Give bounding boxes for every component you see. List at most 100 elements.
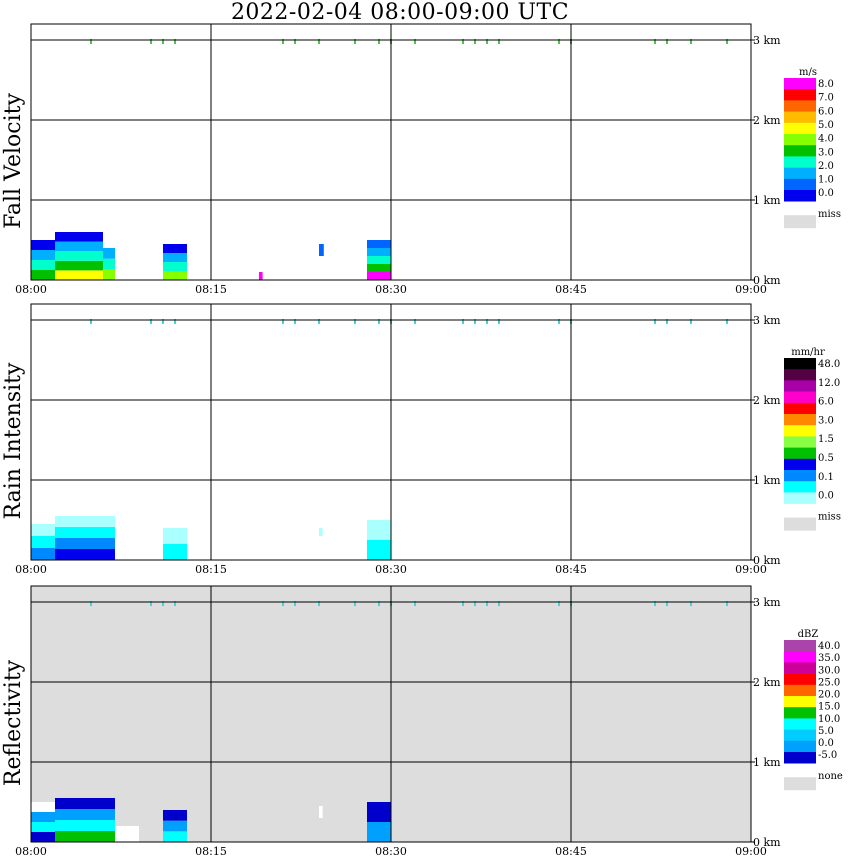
cloud-top-mark <box>90 39 92 44</box>
colorbar-cell <box>784 707 816 719</box>
colorbar-cell <box>784 100 816 112</box>
time-tick-label: 08:45 <box>555 563 587 576</box>
cloud-top-mark <box>354 601 356 606</box>
echo-cell <box>367 540 391 560</box>
cloud-top-mark <box>294 601 296 606</box>
colorbar-cell <box>784 134 816 146</box>
colorbar-cell <box>784 78 816 90</box>
echo-cell <box>55 831 115 842</box>
colorbar-label: 6.0 <box>818 106 834 117</box>
colorbar-cell <box>784 696 816 708</box>
colorbar-label: 20.0 <box>818 690 840 701</box>
time-tick-label: 08:45 <box>555 283 587 296</box>
cloud-top-mark <box>378 39 380 44</box>
time-tick-label: 08:00 <box>15 283 47 296</box>
colorbar-cell <box>784 684 816 697</box>
colorbar-cell <box>784 111 816 124</box>
colorbar-label: 3.0 <box>818 415 834 426</box>
echo-cell <box>367 520 391 540</box>
colorbar-label: 0.0 <box>818 188 834 199</box>
cloud-top-mark <box>726 319 728 324</box>
colorbar-cell <box>784 458 816 471</box>
colorbar-cell <box>784 492 816 504</box>
page-title: 2022-02-04 08:00-09:00 UTC <box>230 0 570 25</box>
time-tick-label: 08:30 <box>375 845 407 858</box>
colorbar-label: 0.0 <box>818 491 834 502</box>
height-tick-label: 2 km <box>753 394 781 407</box>
height-tick-label: 0 km <box>753 274 781 287</box>
colorbar-cell <box>784 470 816 482</box>
colorbar-cell <box>784 369 816 381</box>
echo-cell <box>367 264 391 272</box>
colorbar-label: 1.5 <box>818 434 834 445</box>
colorbar-label: 35.0 <box>818 653 840 664</box>
time-tick-label: 09:00 <box>735 283 767 296</box>
colorbar-cell <box>784 156 816 168</box>
cloud-top-mark <box>318 319 320 324</box>
colorbar-cell <box>784 358 816 370</box>
cloud-top-mark <box>690 319 692 324</box>
colorbar-cell <box>784 89 816 101</box>
colorbar-cell <box>784 190 816 202</box>
time-tick-label: 08:15 <box>195 845 227 858</box>
echo-cell <box>163 262 187 271</box>
echo-cell <box>163 831 187 842</box>
cloud-top-mark <box>498 601 500 606</box>
colorbar-label: 25.0 <box>818 677 840 688</box>
cloud-top-mark <box>474 601 476 606</box>
cloud-top-mark <box>150 39 152 44</box>
time-tick-label: 08:15 <box>195 563 227 576</box>
chart-panel-0: 0 km 1 km 2 km 3 km 08:00 08:15 08:30 08:45 09:0… <box>15 23 841 296</box>
echo-cell <box>55 232 103 242</box>
colorbar-cell <box>784 729 816 742</box>
colorbar-unit: mm/hr <box>791 347 825 358</box>
echo-cell <box>319 806 323 818</box>
cloud-top-mark <box>654 601 656 606</box>
colorbar-missing-label: none <box>818 771 843 782</box>
cloud-top-mark <box>174 319 176 324</box>
colorbar-missing-label: miss <box>818 209 841 220</box>
cloud-top-mark <box>558 319 560 324</box>
cloud-top-mark <box>666 601 668 606</box>
colorbar-missing-swatch <box>784 777 816 791</box>
colorbar-cell <box>784 167 816 180</box>
colorbar-label: 0.5 <box>818 453 834 464</box>
colorbar-label: 5.0 <box>818 726 834 737</box>
cloud-top-mark <box>354 319 356 324</box>
height-tick-label: 2 km <box>753 114 781 127</box>
echo-cell <box>55 527 115 538</box>
colorbar-cell <box>784 673 816 686</box>
cloud-top-mark <box>666 39 668 44</box>
echo-cell <box>55 241 103 252</box>
time-tick-label: 08:30 <box>375 283 407 296</box>
cloud-top-mark <box>90 319 92 324</box>
cloud-top-mark <box>654 39 656 44</box>
time-tick-label: 08:15 <box>195 283 227 296</box>
echo-cell <box>55 798 115 809</box>
colorbar-unit: dBZ <box>798 629 819 640</box>
echo-cell <box>163 820 187 832</box>
colorbar-cell <box>784 481 816 493</box>
echo-cell <box>31 250 55 260</box>
echo-cell <box>55 270 103 280</box>
height-tick-label: 3 km <box>753 34 781 47</box>
echo-cell <box>55 538 115 549</box>
cloud-top-mark <box>414 601 416 606</box>
plot-frame <box>30 303 752 561</box>
colorbar-label: 48.0 <box>818 359 840 370</box>
echo-cell <box>115 826 139 842</box>
time-tick-label: 09:00 <box>735 563 767 576</box>
echo-cell <box>31 832 55 842</box>
cloud-top-mark <box>726 601 728 606</box>
cloud-top-mark <box>150 601 152 606</box>
echo-cell <box>55 516 115 527</box>
echo-cell <box>31 260 55 270</box>
height-tick-label: 1 km <box>753 756 781 769</box>
colorbar-label: 6.0 <box>818 397 834 408</box>
cloud-top-mark <box>690 39 692 44</box>
echo-cell <box>103 248 115 259</box>
colorbar-missing-swatch <box>784 517 816 531</box>
colorbar-cell <box>784 718 816 730</box>
echo-cell <box>31 536 55 548</box>
height-tick-label: 1 km <box>753 194 781 207</box>
